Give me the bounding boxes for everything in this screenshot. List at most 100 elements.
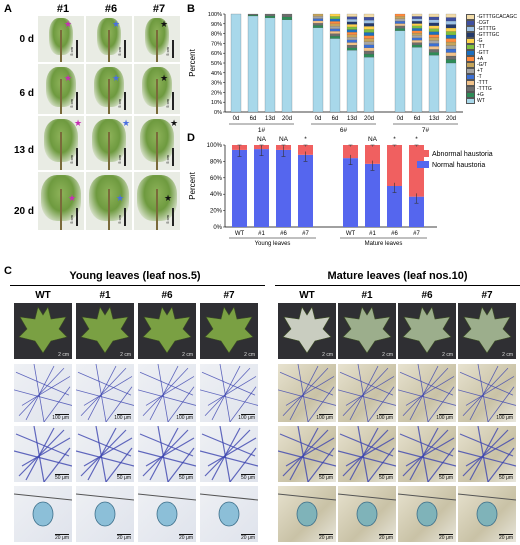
y-tick-label: 100% [208, 12, 222, 18]
hypha [149, 427, 179, 481]
scale-bar-label: 100 μm [436, 415, 453, 421]
bar-abnormal-haustoria [343, 145, 358, 159]
bar-segment-mutation [363, 23, 375, 27]
bar-segment-mutation [411, 37, 423, 41]
plant-stem [108, 79, 110, 114]
bar-segment-mutation [264, 13, 276, 17]
hypha [458, 493, 516, 501]
y-tick-label: 40% [211, 71, 222, 77]
x-tick-label: WT [346, 231, 356, 237]
legend-swatch [466, 86, 475, 92]
plant-stem [156, 132, 158, 170]
hypha [349, 365, 379, 421]
bar-segment-mutation [445, 27, 457, 32]
scale-bar [124, 208, 126, 226]
hypha [211, 365, 241, 421]
scale-bar [124, 92, 126, 110]
micrograph: 100 μm [278, 364, 336, 422]
scale-bar-label: 5 cm [165, 47, 170, 56]
hypha [338, 493, 396, 501]
hypha [83, 376, 133, 406]
micrograph: 100 μm [138, 364, 196, 422]
hypha [204, 367, 251, 417]
micrograph: 100 μm [338, 364, 396, 422]
micrograph: 50 μm [76, 426, 134, 482]
bar-segment-mutation [428, 22, 440, 26]
bar-segment-mutation [445, 48, 457, 53]
hypha [14, 493, 72, 501]
bar-segment-mutation [428, 49, 440, 53]
hypha [105, 447, 133, 482]
bar-normal-haustoria [409, 196, 424, 227]
bar-segment-mutation [329, 18, 341, 22]
scale-bar [172, 148, 174, 166]
legend-label: -T [477, 74, 482, 80]
legend-label: -G [477, 38, 483, 44]
bar-segment-wt [264, 17, 276, 113]
x-tick-label: 20d [282, 116, 292, 122]
bar-segment-mutation [312, 18, 324, 21]
hypha [229, 447, 257, 482]
bar-normal-haustoria [232, 149, 247, 227]
hypha [76, 389, 134, 406]
hypha [21, 376, 71, 406]
scale-bar-label: 100 μm [52, 415, 69, 421]
bar-segment-mutation [411, 28, 423, 31]
bar-segment-mutation [346, 37, 358, 40]
scale-bar-label: 2 cm [58, 352, 69, 358]
y-tick-label: 60% [210, 176, 223, 182]
leaf-shape [402, 306, 452, 354]
hypha [367, 386, 395, 422]
hypha [465, 437, 515, 467]
legend-item: +G [466, 92, 520, 98]
star-icon: ★ [160, 73, 169, 83]
scale-bar-label: 5 cm [165, 99, 170, 108]
x-tick-label: #1 [369, 231, 376, 237]
hypha [138, 493, 196, 501]
x-tick-label: #1 [258, 231, 265, 237]
bar-segment-mutation [411, 23, 423, 26]
star-icon: ★ [116, 193, 125, 203]
scale-bar-label: 100 μm [376, 415, 393, 421]
bar-segment-mutation [428, 31, 440, 35]
plant-photo: 5 cm ★ [38, 116, 84, 170]
plant-photo: 5 cm ★ [134, 16, 180, 62]
bar-segment-mutation [411, 35, 423, 38]
hypha [207, 376, 257, 406]
bar-segment-mutation [428, 28, 440, 32]
hypha [142, 429, 189, 477]
bar-segment-wt [411, 47, 423, 113]
micrograph: 20 μm [76, 486, 134, 542]
bar-normal-haustoria [276, 149, 291, 227]
hypha [33, 426, 45, 482]
y-tick-label: 40% [210, 192, 223, 198]
y-tick-label: 10% [211, 100, 222, 106]
legend-swatch [466, 20, 475, 26]
scale-bar-label: 50 μm [179, 475, 193, 481]
column-header: #1 [99, 290, 111, 301]
hypha [427, 447, 455, 482]
scale-bar-label: 2 cm [442, 352, 453, 358]
hyphae-network [76, 364, 134, 422]
bar-segment-mutation [247, 13, 259, 16]
scale-bar-label: 5 cm [117, 215, 122, 224]
hypha [458, 450, 516, 467]
bar-abnormal-haustoria [387, 145, 402, 186]
scale-bar-label: 100 μm [114, 415, 131, 421]
hypha [459, 371, 514, 396]
micrograph: 100 μm [200, 364, 258, 422]
bar-segment-mutation [411, 40, 423, 43]
leaf-blade [462, 306, 512, 354]
scale-bar [379, 534, 393, 535]
hypha [458, 389, 516, 406]
bar-abnormal-haustoria [409, 145, 424, 197]
legend-label: +G [477, 92, 484, 98]
bar-segment-mutation [329, 26, 341, 29]
legend-item: +T [466, 68, 520, 74]
bar-segment-mutation [445, 55, 457, 60]
micrograph: 20 μm [14, 486, 72, 542]
hypha [95, 426, 107, 482]
star-icon: ★ [112, 19, 121, 29]
bar-normal-haustoria [254, 149, 269, 227]
y-axis-label: Percent [188, 48, 197, 76]
